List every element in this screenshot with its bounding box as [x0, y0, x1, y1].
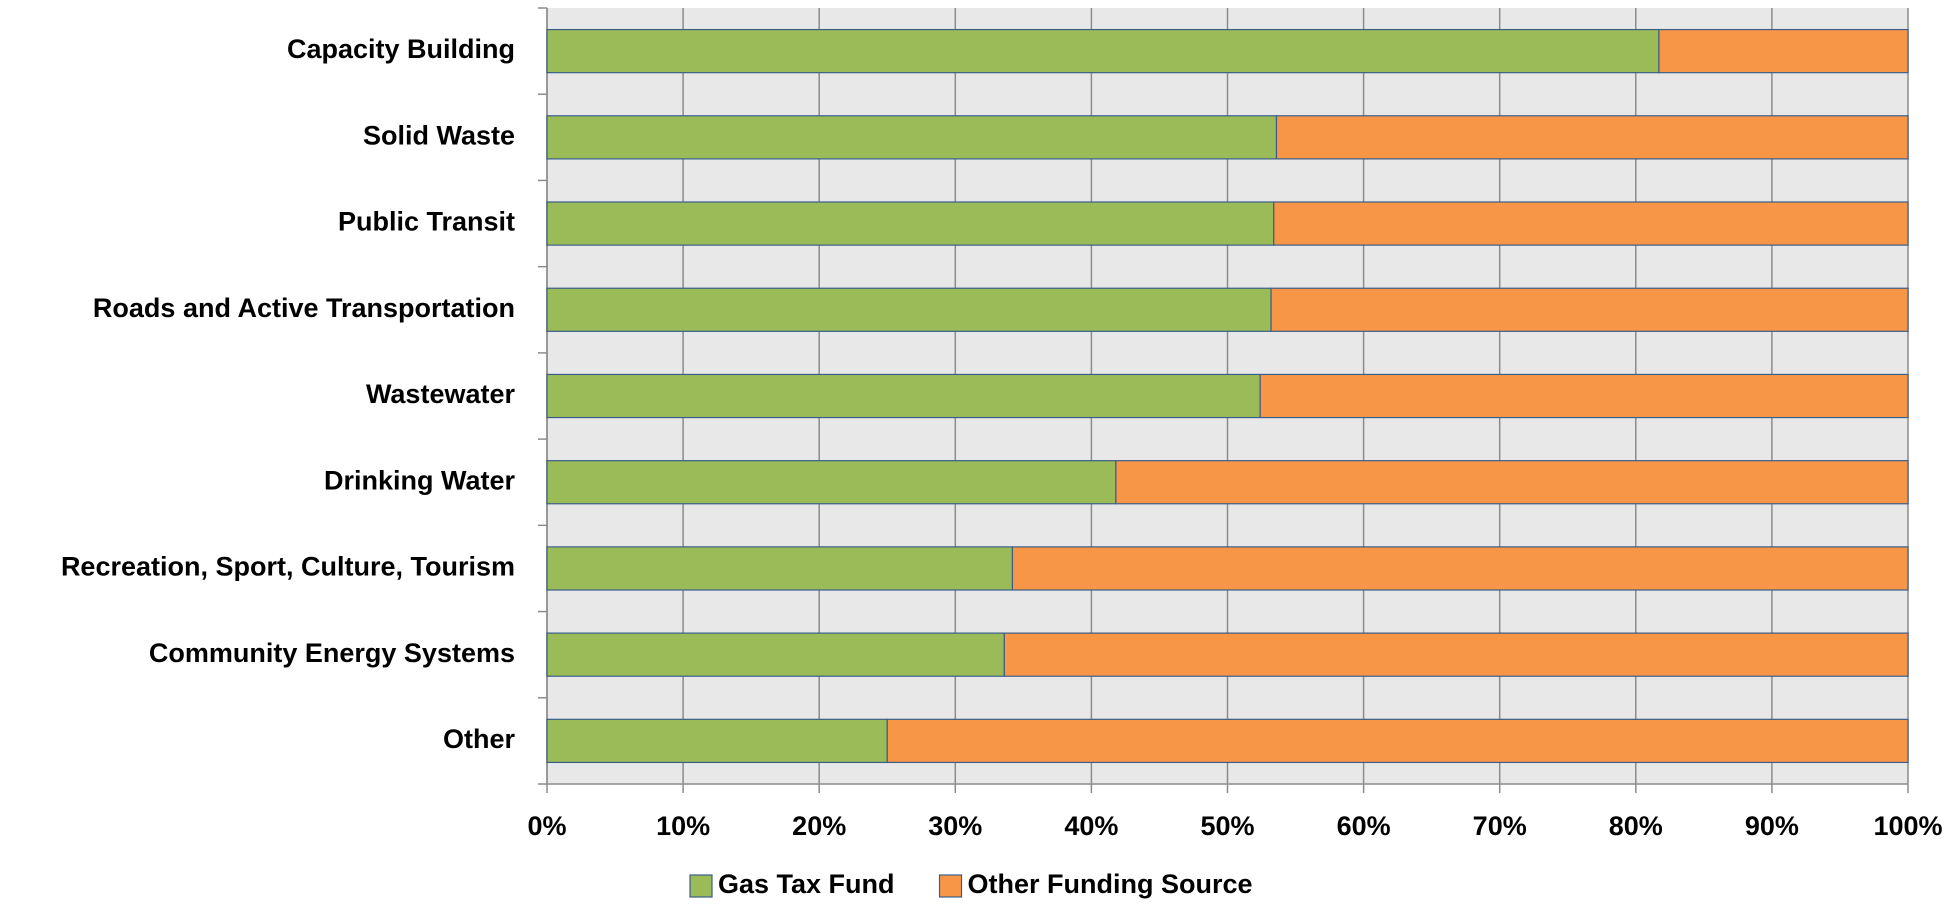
bar-segment	[546, 632, 1005, 677]
y-tick-label: Recreation, Sport, Culture, Tourism	[61, 552, 515, 582]
x-tick-label: 70%	[1473, 811, 1527, 841]
y-tick-label: Solid Waste	[363, 120, 515, 150]
bar-segment	[546, 287, 1272, 332]
y-tick-label: Drinking Water	[324, 465, 516, 495]
x-tick-label: 80%	[1609, 811, 1663, 841]
x-tick-label: 60%	[1337, 811, 1391, 841]
y-tick-label: Wastewater	[366, 379, 516, 409]
bar-segment	[546, 115, 1278, 160]
bar-segment	[1003, 632, 1909, 677]
x-tick-label: 40%	[1064, 811, 1118, 841]
x-tick-label: 20%	[792, 811, 846, 841]
x-tick-label: 10%	[656, 811, 710, 841]
legend-label: Other Funding Source	[968, 869, 1253, 899]
y-tick-label: Public Transit	[338, 207, 515, 237]
y-tick-label: Other	[443, 724, 516, 754]
y-tick-label: Roads and Active Transportation	[93, 293, 515, 323]
bar-segment	[1275, 115, 1909, 160]
bar-segment	[1270, 287, 1909, 332]
x-tick-label: 0%	[527, 811, 566, 841]
legend-swatch	[938, 874, 963, 898]
y-tick-label: Capacity Building	[287, 34, 515, 64]
x-tick-label: 90%	[1745, 811, 1799, 841]
bar-segment	[546, 718, 888, 764]
x-tick-label: 50%	[1200, 811, 1254, 841]
legend-label: Gas Tax Fund	[718, 869, 895, 899]
bar-segment	[546, 460, 1117, 505]
bar-segment	[886, 718, 1909, 764]
bar-segment	[1011, 546, 1909, 591]
bar-segment	[546, 201, 1275, 246]
bar-segment	[1259, 373, 1909, 419]
x-tick-label: 100%	[1873, 811, 1942, 841]
y-tick-label: Community Energy Systems	[149, 638, 515, 668]
bar-segment	[1115, 460, 1909, 505]
bar-segment	[1658, 28, 1909, 74]
legend-swatch	[689, 874, 713, 898]
bar-segment	[546, 373, 1261, 419]
x-tick-label: 30%	[928, 811, 982, 841]
bar-segment	[546, 546, 1014, 591]
bar-segment	[1273, 201, 1909, 246]
bar-segment	[546, 28, 1660, 74]
